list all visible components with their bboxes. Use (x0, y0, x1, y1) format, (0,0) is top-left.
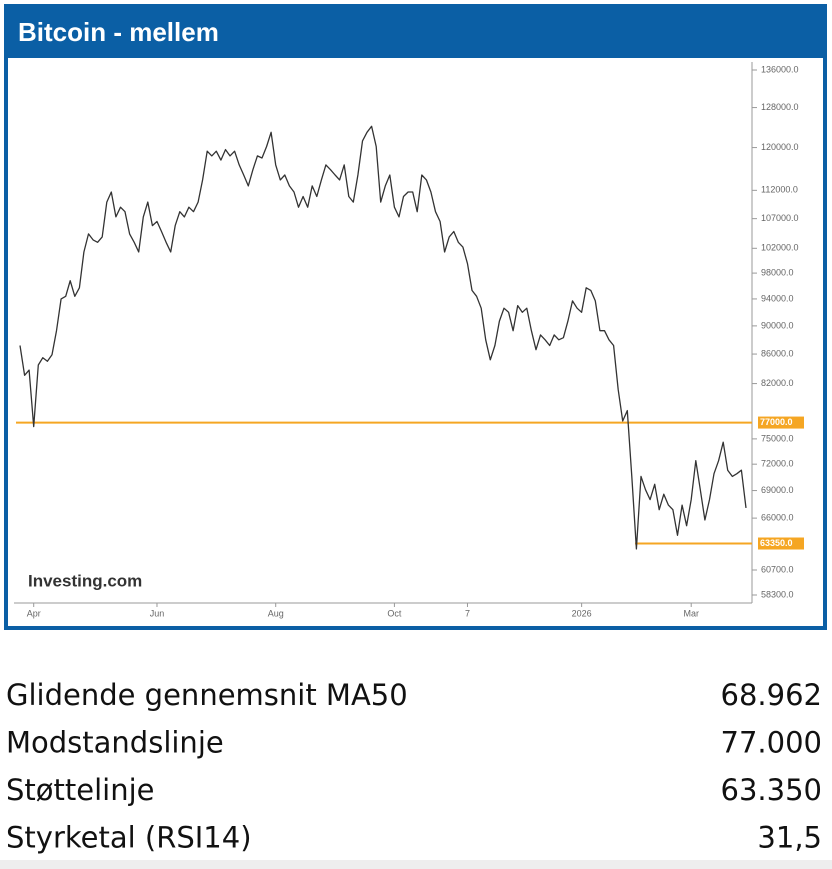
x-tick-label: 2026 (572, 608, 592, 618)
y-tick-label: 120000.0 (761, 142, 799, 152)
row-label: Modstandslinje (6, 726, 224, 760)
y-tick-label: 82000.0 (761, 378, 794, 388)
row-value: 68.962 (721, 678, 822, 712)
level-label: 63350.0 (760, 538, 793, 548)
y-tick-label: 90000.0 (761, 320, 794, 330)
x-tick-label: Aug (268, 608, 284, 618)
y-tick-label: 69000.0 (761, 485, 794, 495)
y-tick-label: 94000.0 (761, 293, 794, 303)
level-label-box (758, 537, 804, 550)
price-line (19, 125, 747, 550)
chart-title: Bitcoin - mellem (18, 17, 219, 47)
footer-band (0, 860, 832, 869)
y-tick-label: 128000.0 (761, 102, 799, 112)
row-label: Glidende gennemsnit MA50 (6, 678, 408, 712)
row-value: 77.000 (721, 726, 822, 760)
y-tick-label: 66000.0 (761, 512, 794, 522)
row-label: Styrketal (RSI14) (6, 821, 252, 855)
y-tick-label: 136000.0 (761, 64, 799, 74)
y-tick-label: 72000.0 (761, 459, 794, 469)
x-tick-label: 7 (465, 608, 470, 618)
header-bar (6, 6, 825, 58)
y-tick-label: 86000.0 (761, 348, 794, 358)
row-label: Støttelinje (6, 773, 155, 807)
x-tick-label: Mar (683, 608, 699, 618)
y-tick-label: 112000.0 (761, 185, 798, 195)
y-tick-label: 75000.0 (761, 433, 794, 443)
y-tick-label: 98000.0 (761, 267, 794, 277)
row-value: 31,5 (757, 821, 822, 855)
y-tick-label: 58300.0 (761, 589, 794, 599)
y-tick-label: 60700.0 (761, 564, 794, 574)
x-tick-label: Oct (387, 608, 402, 618)
x-tick-label: Jun (150, 608, 165, 618)
level-label-box (758, 416, 804, 429)
y-tick-label: 102000.0 (761, 243, 799, 253)
source-logo: Investing.com (28, 571, 142, 590)
x-tick-label: Apr (27, 608, 41, 618)
y-tick-label: 107000.0 (761, 213, 799, 223)
level-label: 77000.0 (760, 417, 793, 427)
chart-frame (4, 4, 827, 630)
row-value: 63.350 (721, 773, 822, 807)
